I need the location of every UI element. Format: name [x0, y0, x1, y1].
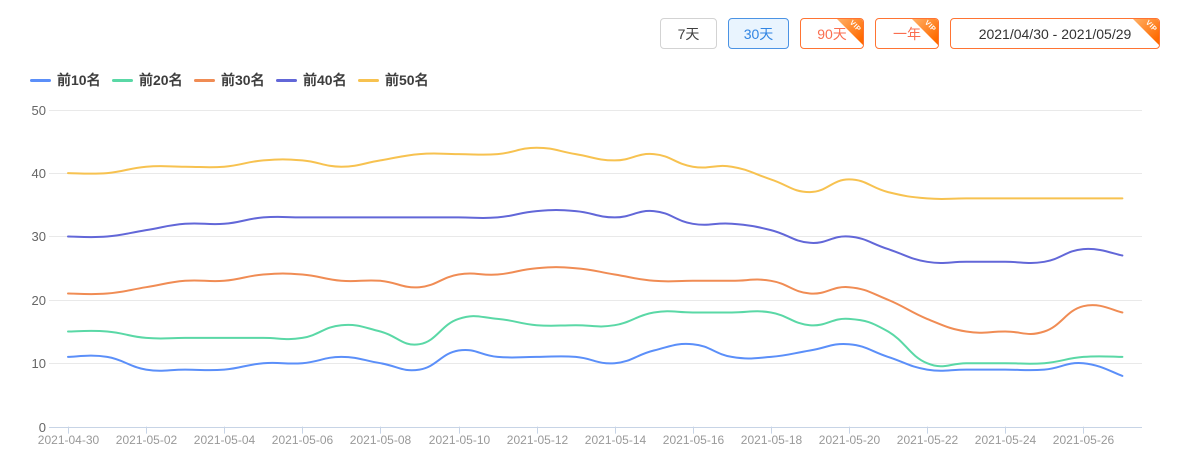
series-line-top10[interactable] — [67, 342, 1124, 377]
legend-item-top50[interactable]: 前50名 — [358, 70, 430, 90]
series-line-top40[interactable] — [67, 209, 1124, 265]
x-axis-tick-label: 2021-05-04 — [194, 433, 256, 447]
x-axis-tick-label: 2021-05-16 — [663, 433, 725, 447]
x-axis-tick-label: 2021-05-06 — [272, 433, 334, 447]
chart-legend: 前10名 前20名 前30名 前40名 前50名 — [30, 70, 430, 90]
x-axis-tick-label: 2021-05-08 — [350, 433, 412, 447]
legend-line-marker — [30, 78, 51, 82]
y-axis-labels: 0 10 20 30 40 50 — [32, 103, 46, 435]
y-axis-tick-label: 20 — [32, 293, 46, 308]
series-line-top30[interactable] — [67, 266, 1124, 335]
y-axis-tick-label: 40 — [32, 166, 46, 181]
legend-line-marker — [358, 78, 379, 82]
y-axis-tick-label: 30 — [32, 229, 46, 244]
x-axis-tick-label: 2021-05-14 — [585, 433, 647, 447]
legend-line-marker — [276, 78, 297, 82]
legend-label: 前20名 — [139, 72, 183, 88]
y-axis-tick-label: 10 — [32, 356, 46, 371]
date-range-button[interactable]: 2021/04/30 - 2021/05/29 VIP — [950, 18, 1160, 49]
x-axis-tick-label: 2021-05-26 — [1053, 433, 1115, 447]
y-axis-tick-label: 50 — [32, 103, 46, 118]
button-label: 2021/04/30 - 2021/05/29 — [978, 25, 1132, 42]
legend-line-marker — [194, 78, 215, 82]
x-axis-tick-label: 2021-05-02 — [116, 433, 178, 447]
range-30d-button[interactable]: 30天 — [728, 18, 789, 49]
range-90d-button[interactable]: 90天 VIP — [800, 18, 864, 49]
range-1y-button[interactable]: 一年 VIP — [875, 18, 939, 49]
legend-line-marker — [112, 78, 133, 82]
button-label: 7天 — [677, 25, 700, 42]
time-range-toolbar: 7天 30天 90天 VIP 一年 VIP 2021/04/30 - 2021/05/29 V… — [660, 18, 1160, 49]
x-axis-tick-label: 2021-05-22 — [897, 433, 959, 447]
y-axis-tick-label: 0 — [39, 420, 46, 435]
range-7d-button[interactable]: 7天 — [660, 18, 717, 49]
legend-label: 前50名 — [385, 72, 429, 88]
x-axis-tick-label: 2021-04-30 — [38, 433, 100, 447]
y-gridlines — [49, 110, 1142, 428]
button-label: 一年 — [893, 25, 921, 42]
x-axis-tick-label: 2021-05-24 — [975, 433, 1037, 447]
x-axis-ticks — [68, 426, 1084, 434]
legend-label: 前30名 — [221, 72, 265, 88]
legend-item-top20[interactable]: 前20名 — [112, 70, 184, 90]
x-axis-tick-label: 2021-05-18 — [741, 433, 803, 447]
legend-item-top10[interactable]: 前10名 — [30, 70, 102, 90]
x-axis-labels: 2021-04-30 2021-05-02 2021-05-04 2021-05-06… — [38, 433, 1115, 447]
series-line-top50[interactable] — [67, 146, 1124, 201]
legend-label: 前40名 — [303, 72, 347, 88]
button-label: 30天 — [743, 25, 774, 42]
series-lines — [67, 146, 1124, 377]
series-line-top20[interactable] — [67, 310, 1124, 368]
x-axis-tick-label: 2021-05-12 — [507, 433, 569, 447]
x-axis-tick-label: 2021-05-20 — [819, 433, 881, 447]
x-axis-tick-label: 2021-05-10 — [429, 433, 491, 447]
legend-item-top40[interactable]: 前40名 — [276, 70, 348, 90]
legend-label: 前10名 — [57, 72, 101, 88]
button-label: 90天 — [817, 25, 847, 42]
legend-item-top30[interactable]: 前30名 — [194, 70, 266, 90]
